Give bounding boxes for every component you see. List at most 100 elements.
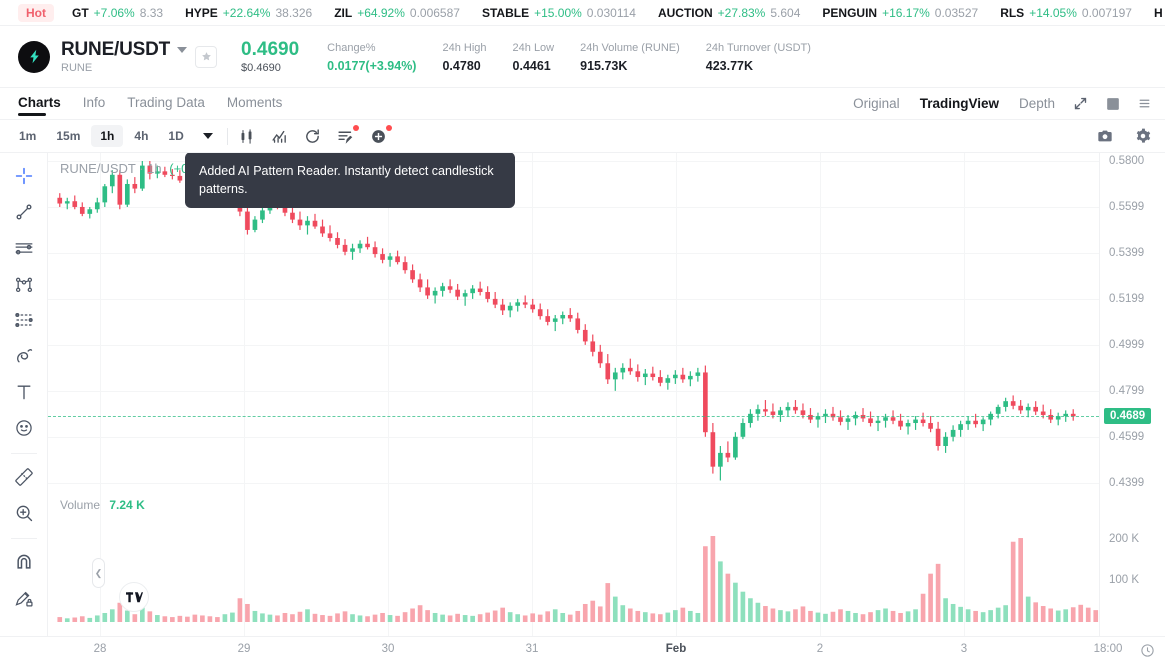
ticker-price: 0.030114 (586, 5, 636, 20)
volume-legend-value: 7.24 K (109, 498, 145, 512)
ticker-symbol: HYPE (185, 5, 218, 20)
favorite-star-button[interactable] (195, 45, 218, 68)
refresh-icon[interactable] (304, 128, 321, 145)
stat-change-label: Change% (327, 42, 376, 55)
emoji-tool-icon[interactable] (9, 413, 39, 443)
ticker-price: 0.007197 (1081, 5, 1132, 20)
time-axis[interactable]: 28 29 30 31 Feb 2 3 18:00 (0, 636, 1165, 662)
tab-moments[interactable]: Moments (226, 95, 283, 110)
text-tool-icon[interactable] (9, 377, 39, 407)
camera-icon[interactable] (1097, 128, 1113, 144)
ticker-change: +64.92% (357, 5, 405, 20)
candlestick-type-icon[interactable] (238, 128, 255, 145)
timeframe-list: 1m 15m 1h 4h 1D (10, 125, 195, 147)
timeframe-1m[interactable]: 1m (19, 129, 37, 143)
ai-pattern-reader-icon[interactable] (337, 124, 359, 145)
timeframe-4h[interactable]: 4h (134, 129, 149, 143)
price-axis[interactable]: 0.5800 0.5599 0.5399 0.5199 0.4999 0.4799 0.45… (1099, 153, 1165, 636)
price-tick: 0.4599 (1109, 431, 1145, 444)
tab-charts[interactable]: Charts (18, 91, 61, 116)
stat-change-value: 0.0177(+3.94%) (327, 58, 417, 73)
ticker-symbol: H (1153, 5, 1163, 20)
market-stat-label: 24h High (442, 42, 487, 55)
ticker-item[interactable]: GT +7.06% 8.33 (72, 6, 163, 20)
layout-square-icon[interactable] (1106, 97, 1120, 111)
time-tick: 18:00 (1093, 643, 1123, 655)
gridline (48, 207, 1099, 209)
price-tick: 0.4999 (1109, 339, 1145, 352)
ticker-symbol: GT (72, 5, 89, 20)
ticker-price: 8.33 (139, 5, 164, 20)
pitchfork-tool-icon[interactable] (9, 269, 39, 299)
ticker-item[interactable]: PENGUIN +16.17% 0.03527 (822, 6, 978, 20)
timezone-clock-icon[interactable] (1140, 643, 1155, 658)
timeframe-15m[interactable]: 15m (56, 129, 81, 143)
view-option-tradingview[interactable]: TradingView (919, 96, 999, 111)
ticker-item[interactable]: STABLE +15.00% 0.030114 (482, 6, 636, 20)
market-stat-value: 915.73K (580, 58, 628, 73)
gridline (48, 299, 1099, 301)
ticker-item[interactable]: RLS +14.05% 0.007197 (1000, 6, 1132, 20)
toolbar-right (1075, 128, 1151, 144)
brush-tool-icon[interactable] (9, 341, 39, 371)
pair-name: RUNE/USDT (61, 39, 171, 60)
gridline-vertical (244, 153, 245, 636)
gridline-vertical (964, 153, 965, 636)
ticker-item[interactable]: AUCTION +27.83% 5.604 (658, 6, 800, 20)
market-stat-label: 24h Volume (RUNE) (580, 42, 680, 55)
magnet-icon[interactable] (9, 547, 39, 577)
chart-plot[interactable]: RUNE/USDT · 1h (+0.04%) Volume 7.24 K Ad… (48, 153, 1099, 636)
fullscreen-icon[interactable] (1073, 96, 1088, 111)
ticker-change: +7.06% (93, 5, 135, 20)
toolbar-divider (10, 538, 37, 539)
tradingview-logo-icon[interactable] (119, 582, 149, 612)
tab-info[interactable]: Info (82, 95, 106, 110)
view-option-original[interactable]: Original (853, 96, 900, 111)
chart-view-options: Original TradingView Depth (833, 96, 1151, 111)
indicators-icon[interactable] (271, 128, 288, 145)
crosshair-tool-icon[interactable] (9, 161, 39, 191)
gridline (48, 391, 1099, 393)
zoom-in-icon[interactable] (9, 498, 39, 528)
ticker-item[interactable]: HYPE +22.64% 38.326 (185, 6, 312, 20)
price-tick: 0.5199 (1109, 293, 1145, 306)
collapse-toolbar-handle[interactable]: ❮ (92, 558, 105, 588)
horizontal-lines-tool-icon[interactable] (9, 233, 39, 263)
price-tick: 0.5599 (1109, 201, 1145, 214)
chevron-down-icon[interactable] (177, 47, 188, 53)
market-stat-value: 423.77K (705, 58, 754, 73)
last-price: 0.4690 (241, 38, 300, 60)
price-tick: 0.5399 (1109, 247, 1145, 260)
tab-trading-data[interactable]: Trading Data (127, 95, 205, 110)
section-navbar: Charts Info Trading Data Moments Original Tr… (0, 88, 1165, 120)
view-option-depth[interactable]: Depth (1018, 96, 1055, 111)
timeframe-1h[interactable]: 1h (91, 125, 124, 147)
timeframe-more-icon[interactable] (202, 133, 213, 139)
volume-series (57, 536, 1099, 622)
ticker-change: +15.00% (534, 5, 582, 20)
time-tick: 31 (525, 643, 539, 655)
ticker-change: +22.64% (222, 5, 271, 20)
gridline (48, 161, 1099, 162)
market-stat-label: 24h Low (512, 42, 555, 55)
market-stat-value: 0.4461 (512, 58, 551, 73)
more-menu-icon[interactable] (1138, 97, 1151, 110)
ticker-item[interactable]: ZIL +64.92% 0.006587 (334, 6, 460, 20)
gear-icon[interactable] (1135, 128, 1151, 144)
ticker-item[interactable]: H+5.82%0.1116 (1154, 6, 1165, 20)
ticker-symbol: AUCTION (657, 5, 713, 20)
time-tick: 3 (960, 643, 968, 655)
timeframe-1d[interactable]: 1D (168, 129, 184, 143)
trend-line-tool-icon[interactable] (9, 197, 39, 227)
notification-dot (352, 124, 359, 131)
current-price-badge: 0.4689 (1104, 408, 1152, 425)
measure-ruler-icon[interactable] (9, 462, 39, 492)
drawing-lock-icon[interactable] (9, 583, 39, 613)
gridline-vertical (532, 153, 533, 636)
hot-ticker-bar: Hot GT +7.06% 8.33 HYPE +22.64% 38.326 ZIL +64.… (0, 0, 1165, 26)
fib-retracement-tool-icon[interactable] (9, 305, 39, 335)
time-tick: 29 (237, 643, 251, 655)
add-compare-icon[interactable] (370, 124, 392, 145)
nav-tabs: Charts Info Trading Data Moments (18, 91, 304, 116)
pair-block[interactable]: RUNE/USDT RUNE (61, 39, 188, 74)
